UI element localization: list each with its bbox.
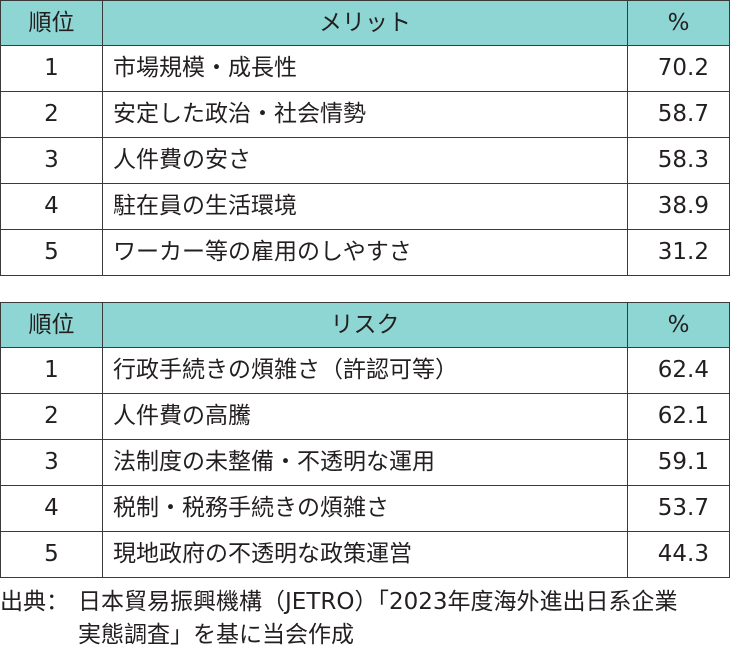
rank-cell: 2 [0, 91, 103, 138]
source-note: 出典： 日本貿易振興機構（JETRO）「2023年度海外進出日系企業 実態調査」を… [0, 586, 730, 652]
item-cell: 安定した政治・社会情勢 [102, 91, 628, 138]
table-row: 4 税制・税務手続きの煩雑さ 53.7 [0, 485, 730, 532]
pct-cell: 62.4 [627, 347, 730, 394]
merits-table: 順位 メリット % 1 市場規模・成長性 70.2 2 安定した政治・社会情勢 … [0, 0, 730, 276]
item-cell: 法制度の未整備・不透明な運用 [102, 439, 628, 486]
rank-cell: 4 [0, 183, 103, 230]
pct-cell: 44.3 [627, 531, 730, 578]
pct-cell: 58.7 [627, 91, 730, 138]
item-cell: 現地政府の不透明な政策運営 [102, 531, 628, 578]
table-row: 5 ワーカー等の雇用のしやすさ 31.2 [0, 229, 730, 276]
item-cell: ワーカー等の雇用のしやすさ [102, 229, 628, 276]
pct-cell: 58.3 [627, 137, 730, 184]
table-row: 3 法制度の未整備・不透明な運用 59.1 [0, 439, 730, 486]
rank-cell: 1 [0, 347, 103, 394]
item-cell: 駐在員の生活環境 [102, 183, 628, 230]
merits-header-item: メリット [102, 0, 628, 46]
item-cell: 人件費の安さ [102, 137, 628, 184]
table-row: 3 人件費の安さ 58.3 [0, 137, 730, 184]
table-row: 4 駐在員の生活環境 38.9 [0, 183, 730, 230]
merits-header-rank: 順位 [0, 0, 103, 46]
table-row: 1 行政手続きの煩雑さ（許認可等） 62.4 [0, 347, 730, 394]
rank-cell: 2 [0, 393, 103, 440]
rank-cell: 3 [0, 439, 103, 486]
pct-cell: 62.1 [627, 393, 730, 440]
pct-cell: 59.1 [627, 439, 730, 486]
pct-cell: 38.9 [627, 183, 730, 230]
risks-header-rank: 順位 [0, 302, 103, 348]
source-line-2: 実態調査」を基に当会作成 [0, 619, 730, 652]
merits-header-row: 順位 メリット % [0, 0, 730, 46]
item-cell: 税制・税務手続きの煩雑さ [102, 485, 628, 532]
source-line-1: 出典： 日本貿易振興機構（JETRO）「2023年度海外進出日系企業 [0, 586, 730, 619]
risks-header-item: リスク [102, 302, 628, 348]
item-cell: 行政手続きの煩雑さ（許認可等） [102, 347, 628, 394]
table-row: 2 人件費の高騰 62.1 [0, 393, 730, 440]
table-row: 1 市場規模・成長性 70.2 [0, 45, 730, 92]
source-text-1: 日本貿易振興機構（JETRO）「2023年度海外進出日系企業 [78, 589, 678, 615]
source-label: 出典： [0, 589, 69, 615]
table-row: 2 安定した政治・社会情勢 58.7 [0, 91, 730, 138]
source-text-2: 実態調査」を基に当会作成 [78, 622, 354, 648]
rank-cell: 4 [0, 485, 103, 532]
pct-cell: 70.2 [627, 45, 730, 92]
risks-table: 順位 リスク % 1 行政手続きの煩雑さ（許認可等） 62.4 2 人件費の高騰… [0, 302, 730, 578]
risks-header-pct: % [627, 302, 730, 348]
pct-cell: 53.7 [627, 485, 730, 532]
rank-cell: 1 [0, 45, 103, 92]
rank-cell: 5 [0, 531, 103, 578]
merits-header-pct: % [627, 0, 730, 46]
table-row: 5 現地政府の不透明な政策運営 44.3 [0, 531, 730, 578]
rank-cell: 3 [0, 137, 103, 184]
item-cell: 人件費の高騰 [102, 393, 628, 440]
rank-cell: 5 [0, 229, 103, 276]
pct-cell: 31.2 [627, 229, 730, 276]
risks-header-row: 順位 リスク % [0, 302, 730, 348]
item-cell: 市場規模・成長性 [102, 45, 628, 92]
